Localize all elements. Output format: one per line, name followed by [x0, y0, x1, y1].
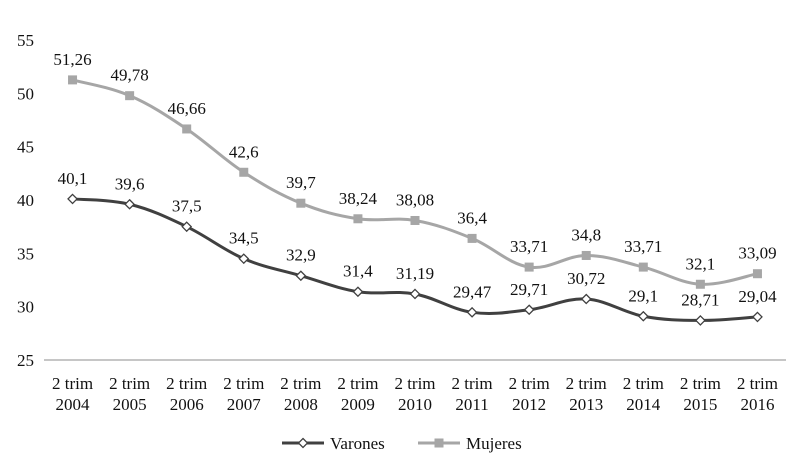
data-point-mujeres: [752, 269, 762, 279]
x-tick-label: 2 trim 2015: [680, 374, 721, 414]
data-point-mujeres: [296, 198, 306, 208]
data-point-varones: [181, 221, 193, 233]
data-label-varones: 31,4: [343, 262, 373, 281]
data-point-varones: [752, 311, 763, 323]
data-label-mujeres: 42,6: [229, 142, 259, 161]
data-point-varones: [238, 253, 250, 265]
y-tick-label: 25: [17, 351, 34, 370]
x-tick-label: 2 trim 2013: [566, 374, 607, 414]
data-point-mujeres: [239, 167, 249, 177]
x-tick-label: 2 trim 2011: [452, 374, 493, 414]
data-point-varones: [124, 198, 136, 210]
x-axis: 2 trim 2004 2 trim 2005 2 trim 2006 2 trim 2007…: [44, 359, 786, 414]
data-point-varones: [352, 286, 364, 298]
x-tick-label: 2 trim 2004: [52, 374, 93, 414]
data-point-mujeres: [182, 124, 192, 134]
data-label-mujeres: 33,09: [738, 244, 776, 263]
legend-label-mujeres: Mujeres: [466, 434, 522, 453]
data-point-mujeres: [581, 250, 591, 260]
data-point-varones: [409, 288, 421, 300]
data-label-mujeres: 49,78: [110, 66, 148, 85]
data-label-varones: 32,9: [286, 246, 316, 265]
data-label-mujeres: 39,7: [286, 173, 316, 192]
data-label-varones: 37,5: [172, 197, 202, 216]
y-tick-label: 35: [17, 244, 34, 263]
data-label-mujeres: 36,4: [457, 208, 487, 227]
data-point-mujeres: [410, 215, 420, 225]
data-point-mujeres: [353, 214, 363, 224]
data-label-varones: 34,5: [229, 229, 259, 248]
y-tick-label: 45: [17, 138, 34, 157]
data-label-varones: 29,04: [738, 287, 777, 306]
y-tick-label: 30: [17, 298, 34, 317]
legend: Varones Mujeres: [282, 434, 522, 453]
legend-marker-mujeres: [434, 438, 444, 448]
y-tick-label: 50: [17, 84, 34, 103]
data-point-mujeres: [125, 91, 135, 101]
series-lines: [67, 75, 763, 326]
x-tick-label: 2 trim 2016: [737, 374, 778, 414]
data-point-varones: [67, 193, 78, 205]
data-label-varones: 29,47: [453, 282, 492, 301]
x-tick-label: 2 trim 2005: [109, 374, 150, 414]
data-label-varones: 29,71: [510, 280, 548, 299]
data-label-mujeres: 38,24: [339, 189, 378, 208]
data-point-mujeres: [467, 233, 477, 243]
x-tick-label: 2 trim 2008: [280, 374, 321, 414]
data-point-varones: [466, 306, 478, 318]
data-point-mujeres: [524, 262, 534, 272]
data-label-mujeres: 34,8: [571, 225, 601, 244]
data-label-varones: 30,72: [567, 269, 605, 288]
data-point-mujeres: [695, 279, 705, 289]
x-tick-label: 2 trim 2009: [337, 374, 378, 414]
data-point-mujeres: [638, 262, 648, 272]
data-point-varones: [580, 293, 592, 305]
data-label-varones: 39,6: [115, 174, 145, 193]
data-label-mujeres: 51,26: [53, 50, 91, 69]
y-tick-label: 55: [17, 31, 34, 50]
data-label-mujeres: 33,71: [510, 237, 548, 256]
data-label-mujeres: 38,08: [396, 190, 434, 209]
data-labels: 40,1 39,6 37,5 34,5 32,9 31,4 31,19 29,47 29,71 3…: [53, 50, 777, 310]
data-label-mujeres: 33,71: [624, 237, 662, 256]
data-label-varones: 28,71: [681, 290, 719, 309]
data-point-mujeres: [68, 75, 78, 85]
data-label-mujeres: 46,66: [168, 99, 206, 118]
x-tick-label: 2 trim 2010: [394, 374, 435, 414]
legend-marker-varones: [297, 437, 309, 449]
data-label-varones: 29,1: [628, 286, 658, 305]
data-point-varones: [637, 310, 649, 322]
x-tick-label: 2 trim 2012: [509, 374, 550, 414]
x-tick-label: 2 trim 2007: [223, 374, 264, 414]
data-point-varones: [694, 315, 706, 326]
x-tick-label: 2 trim 2014: [623, 374, 664, 414]
data-label-varones: 40,1: [58, 169, 88, 188]
y-axis: 25 30 35 40 45 50 55: [17, 31, 34, 370]
legend-label-varones: Varones: [330, 434, 385, 453]
data-point-varones: [523, 304, 535, 316]
data-point-varones: [295, 270, 307, 282]
x-tick-label: 2 trim 2006: [166, 374, 207, 414]
data-label-mujeres: 32,1: [686, 254, 716, 273]
y-tick-label: 40: [17, 191, 34, 210]
data-label-varones: 31,19: [396, 264, 434, 283]
